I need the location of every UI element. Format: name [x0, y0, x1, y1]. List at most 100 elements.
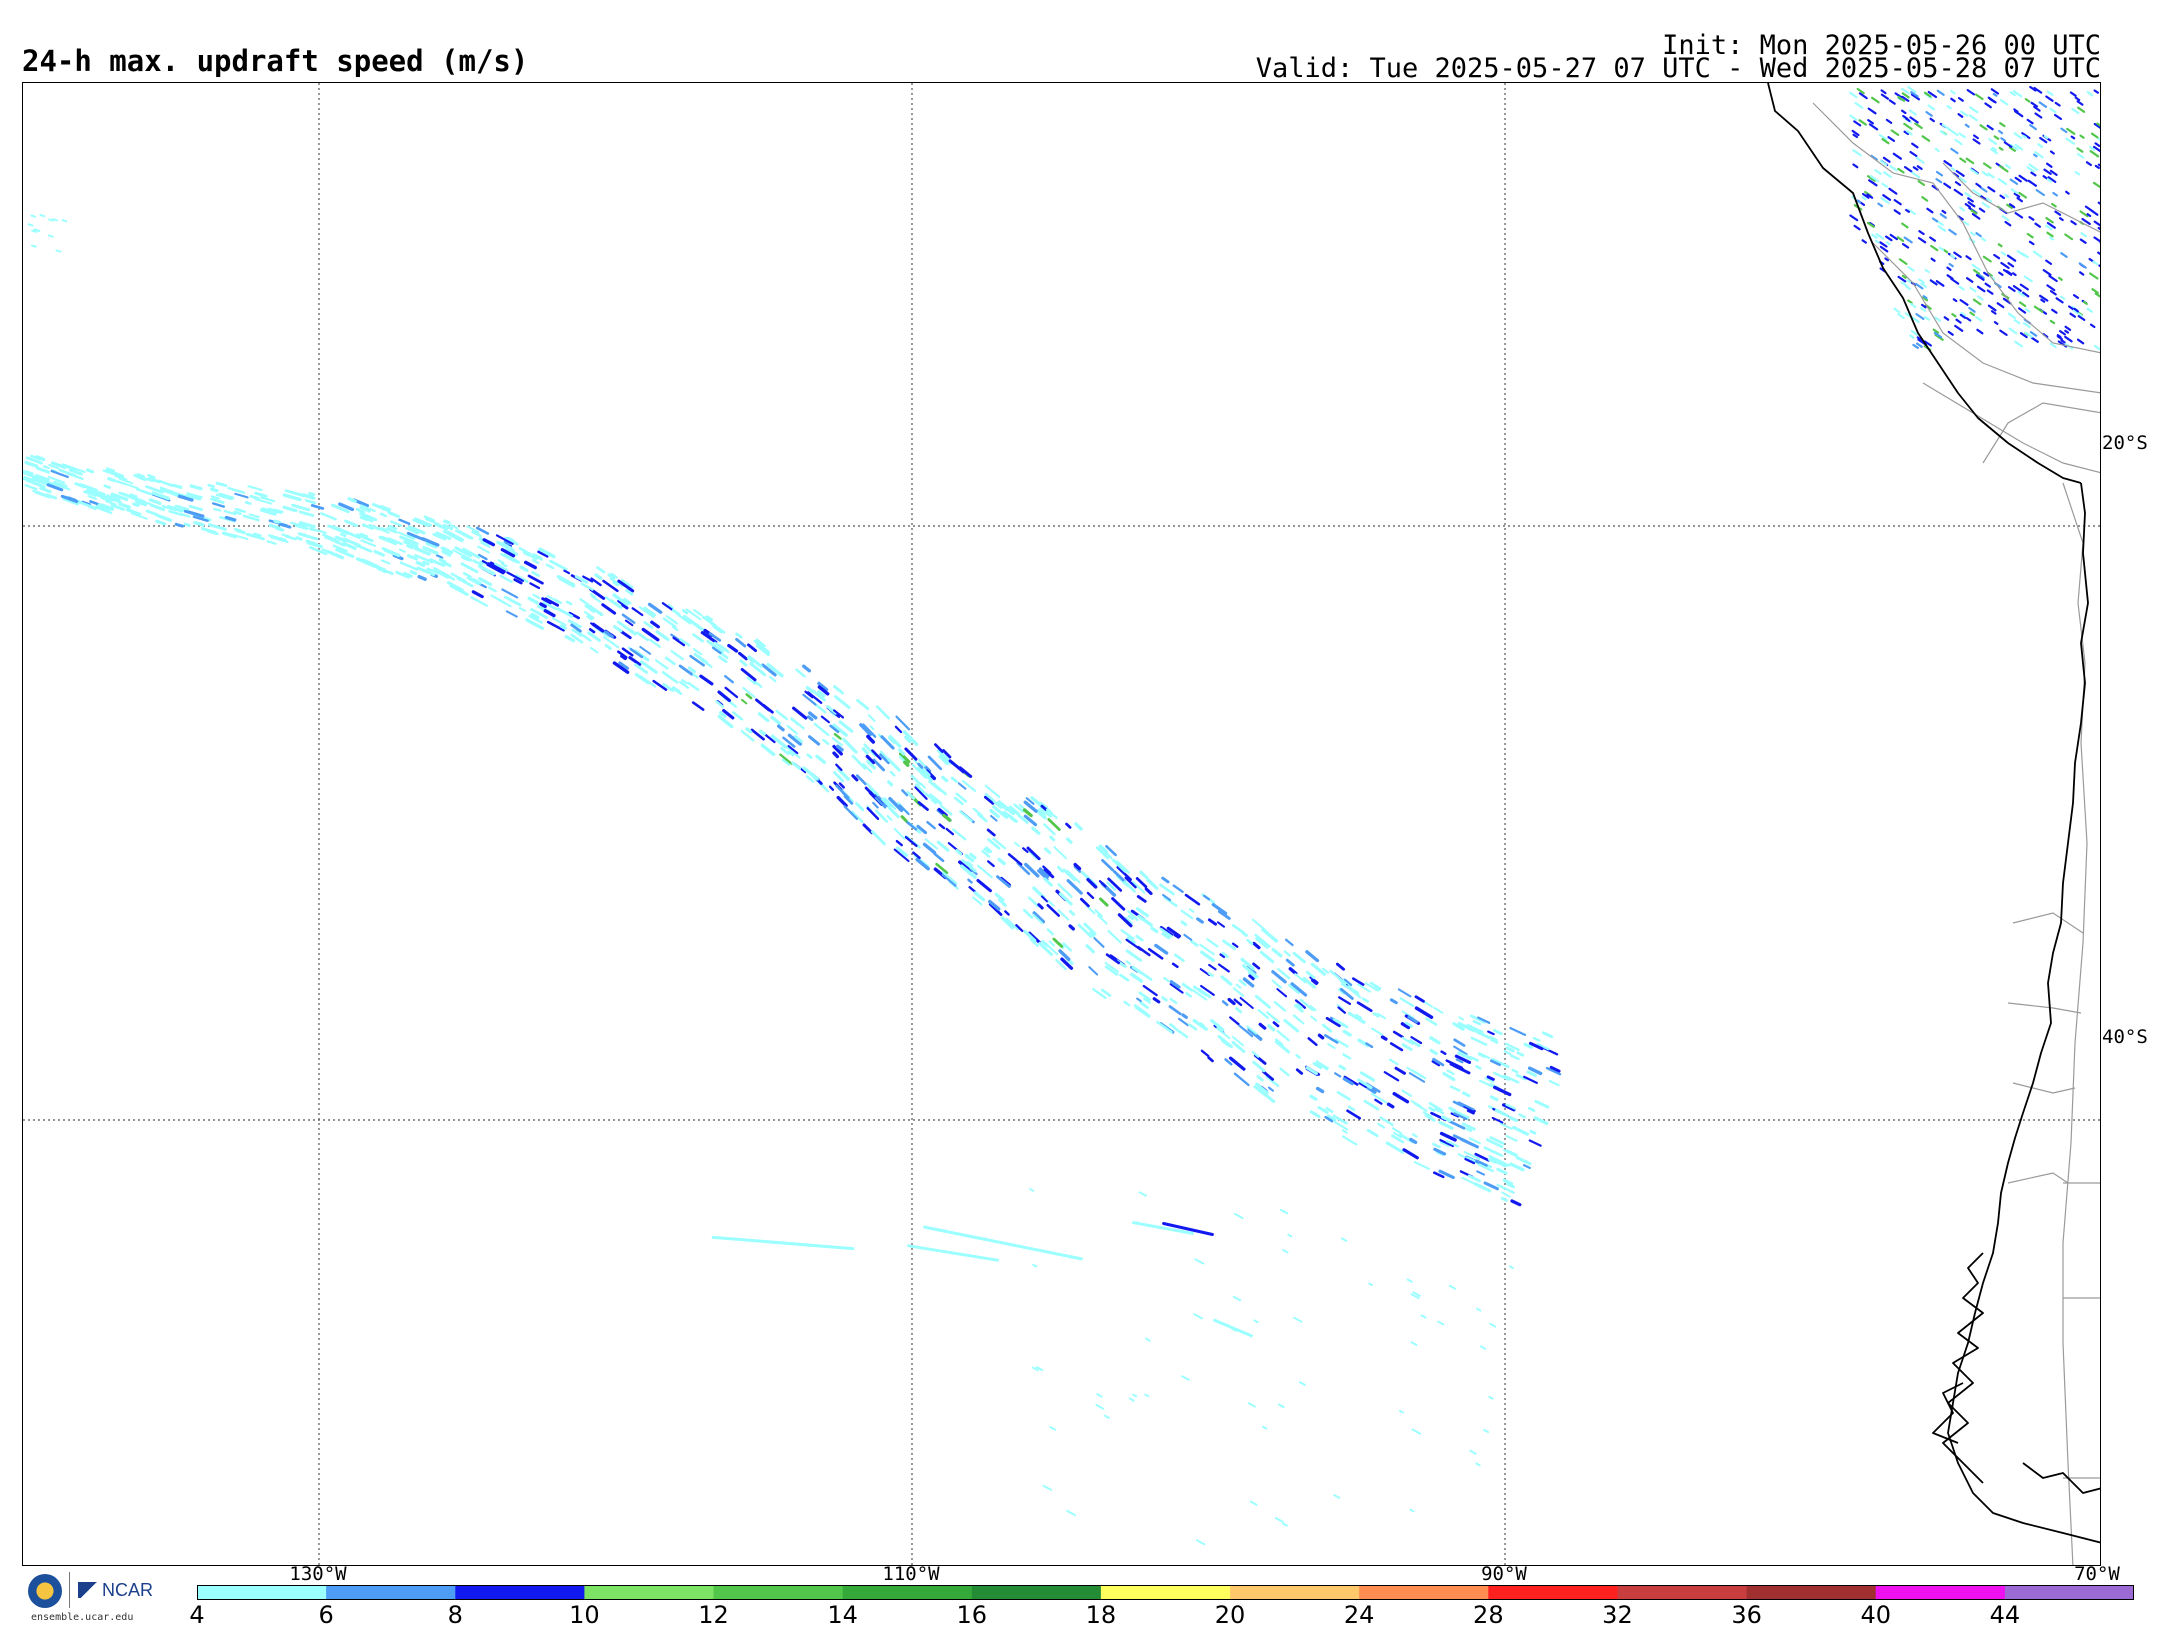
updraft-streak — [1033, 828, 1039, 833]
updraft-streak — [1905, 167, 1911, 171]
updraft-streak — [810, 737, 819, 744]
updraft-streak — [772, 717, 780, 723]
updraft-streak — [357, 545, 371, 551]
updraft-streak — [2036, 114, 2042, 118]
updraft-streak — [689, 683, 699, 690]
border-chile-argentina — [2063, 483, 2087, 1566]
border-region-1 — [2013, 913, 2083, 933]
updraft-streak — [1157, 1022, 1171, 1032]
updraft-streak — [150, 500, 160, 504]
updraft-streak — [541, 604, 545, 606]
updraft-streak — [1030, 1189, 1033, 1191]
updraft-streak — [57, 250, 61, 251]
colorbar-bin — [584, 1585, 714, 1600]
updraft-streak — [1970, 115, 1977, 120]
updraft-streak — [1501, 1124, 1512, 1129]
map-panel[interactable] — [22, 82, 2101, 1566]
updraft-streak — [1394, 1032, 1402, 1037]
updraft-streak — [400, 520, 410, 524]
updraft-streak — [857, 776, 865, 784]
updraft-streak — [1297, 1055, 1300, 1058]
updraft-streak — [2038, 144, 2042, 147]
updraft-streak — [109, 479, 115, 481]
updraft-streak — [1399, 989, 1411, 996]
updraft-streak — [1129, 916, 1132, 919]
updraft-streak — [525, 552, 529, 554]
updraft-streak — [1450, 1108, 1455, 1110]
updraft-streak — [762, 745, 773, 754]
updraft-streak — [2078, 154, 2083, 158]
updraft-streak — [1948, 106, 1951, 108]
updraft-streak — [1241, 998, 1253, 1008]
updraft-streak — [1968, 90, 1974, 94]
updraft-streak — [1917, 158, 1924, 163]
updraft-streak — [2048, 92, 2052, 95]
updraft-streak — [1307, 952, 1318, 961]
updraft-streak — [1895, 200, 1901, 204]
updraft-streak — [1978, 297, 1982, 300]
updraft-streak — [1937, 179, 1942, 182]
updraft-streak — [2001, 138, 2005, 140]
updraft-streak — [2030, 242, 2033, 244]
updraft-streak — [836, 697, 849, 708]
updraft-streak — [1943, 211, 1946, 213]
updraft-streak — [857, 804, 863, 810]
updraft-streak — [1977, 233, 1981, 236]
updraft-streak — [2092, 134, 2097, 138]
updraft-streak — [1960, 208, 1964, 211]
updraft-streak — [2099, 228, 2101, 230]
updraft-streak — [889, 760, 899, 771]
updraft-streak — [1463, 1178, 1474, 1183]
updraft-streak — [173, 485, 181, 487]
updraft-streak — [1400, 1411, 1403, 1413]
updraft-streak — [834, 753, 837, 757]
updraft-streak — [1039, 905, 1042, 908]
updraft-streak — [2066, 327, 2071, 330]
colorbar-bin — [1488, 1585, 1618, 1600]
updraft-streak — [1985, 104, 1990, 108]
colorbar-tick-label: 40 — [1860, 1601, 1891, 1629]
updraft-streak — [912, 776, 920, 784]
updraft-streak — [1344, 1054, 1350, 1058]
updraft-streak — [621, 632, 630, 638]
updraft-streak — [2024, 323, 2030, 327]
updraft-streak — [1939, 226, 1946, 230]
updraft-streak — [1024, 910, 1032, 917]
updraft-streak — [1502, 1193, 1510, 1197]
updraft-streak — [1937, 281, 1944, 286]
updraft-streak — [719, 716, 732, 726]
updraft-streak — [1182, 911, 1193, 919]
updraft-streak — [1952, 168, 1955, 170]
updraft-streak — [33, 491, 41, 494]
updraft-streak — [2019, 308, 2025, 312]
updraft-streak — [1358, 1003, 1371, 1011]
updraft-streak — [1323, 1025, 1330, 1031]
updraft-streak — [2049, 276, 2056, 281]
updraft-streak — [1279, 1405, 1284, 1408]
updraft-streak — [2034, 155, 2037, 157]
updraft-streak — [2015, 320, 2020, 323]
updraft-streak — [891, 772, 894, 775]
updraft-streak — [817, 756, 824, 762]
updraft-streak — [975, 893, 983, 900]
updraft-streak — [845, 806, 857, 818]
updraft-streak — [1923, 136, 1930, 140]
updraft-streak — [1517, 1158, 1530, 1164]
updraft-streak — [1986, 284, 1990, 287]
updraft-streak — [2072, 109, 2078, 113]
updraft-streak — [2001, 196, 2005, 198]
updraft-streak — [888, 816, 892, 820]
updraft-streak — [1959, 98, 1963, 101]
updraft-streak — [2081, 240, 2086, 243]
updraft-streak — [737, 639, 745, 646]
updraft-streak — [2009, 287, 2015, 291]
updraft-streak — [1510, 1118, 1516, 1121]
updraft-streak — [2012, 189, 2017, 193]
updraft-streak — [1267, 1096, 1274, 1102]
updraft-streak — [2041, 300, 2044, 302]
updraft-streak — [725, 676, 733, 682]
updraft-streak — [1510, 1266, 1513, 1268]
updraft-streak — [1154, 999, 1159, 1002]
colorbar-tick-label: 6 — [318, 1601, 333, 1629]
updraft-streak — [1223, 1002, 1227, 1005]
